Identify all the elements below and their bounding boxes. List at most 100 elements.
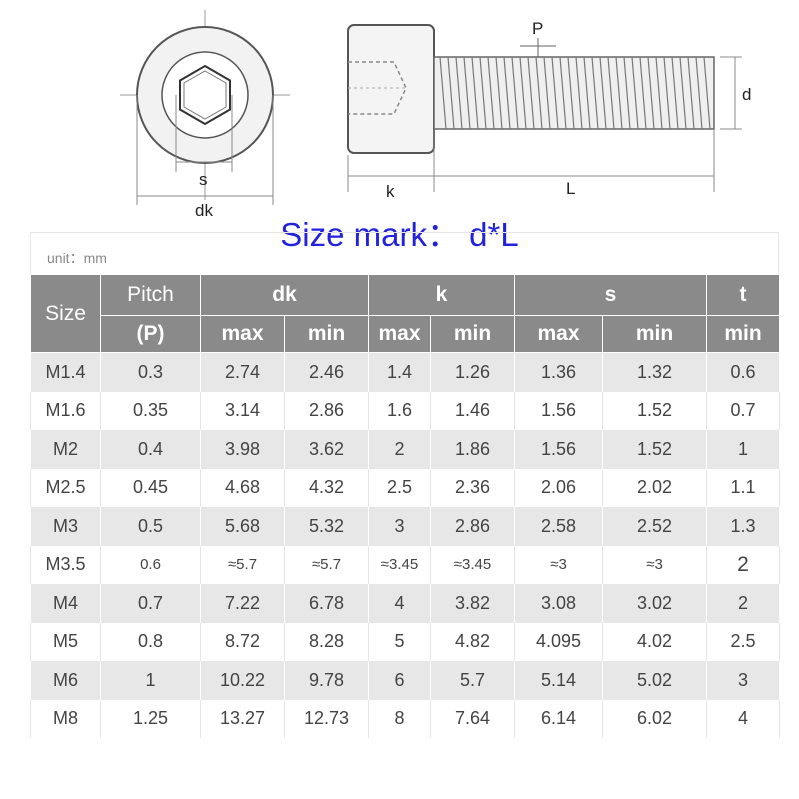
thread-line [687,56,695,130]
thread-line [535,56,543,130]
thread-line [583,56,591,130]
cell-pitch: 0.5 [100,507,201,546]
thread-line [575,56,583,130]
cell-t-min: 2 [706,584,781,623]
cell-size: M8 [30,699,101,738]
cell-k-max: 2 [368,430,432,469]
label-s: s [199,170,208,189]
thread-line [503,56,511,130]
cell-t-min: 2 [706,545,781,584]
cell-dk-max: ≈5.7 [200,545,285,584]
thread-line [447,56,455,130]
header-pitch: Pitch [100,274,201,316]
cell-dk-min: 9.78 [283,661,370,700]
cell-dk-max: 8.72 [200,622,285,661]
cell-size: M1.6 [30,391,101,430]
cell-t-min: 1.3 [706,507,781,546]
subheader-k-max: max [368,315,432,353]
cell-t-min: 2.5 [706,622,781,661]
header-k: k [368,274,516,316]
cell-dk-min: 8.28 [283,622,370,661]
cell-k-max: 3 [368,507,432,546]
thread-line [695,56,703,130]
cell-pitch: 0.45 [100,468,201,507]
cell-k-max: 5 [368,622,432,661]
subheader-dk-min: min [283,315,370,353]
cell-dk-max: 10.22 [200,661,285,700]
thread-line [655,56,663,130]
cell-k-max: 2.5 [368,468,432,507]
thread-line [615,56,623,130]
thread-line [455,56,463,130]
cell-pitch: 1.25 [100,699,201,738]
cell-k-max: 6 [368,661,432,700]
cell-s-max: 2.58 [514,507,604,546]
thread-line [519,56,527,130]
table-header-row: Size Pitch dk k s t [30,274,781,353]
cell-s-min: 4.02 [602,622,708,661]
cell-t-min: 3 [706,661,781,700]
cell-s-max: 2.06 [514,468,604,507]
cell-dk-max: 5.68 [200,507,285,546]
cell-dk-min: ≈5.7 [283,545,370,584]
cell-s-max: 1.56 [514,430,604,469]
cell-k-min: 7.64 [430,699,516,738]
cell-s-min: ≈3 [602,545,708,584]
thread-line [567,56,575,130]
cell-s-min: 1.52 [602,391,708,430]
table-row: M1.6 0.35 3.14 2.86 1.6 1.46 1.56 1.52 0.7 [30,391,781,430]
cell-k-min: 4.82 [430,622,516,661]
table-row: M6 1 10.22 9.78 6 5.7 5.14 5.02 3 [30,661,781,700]
subheader-t-min: min [706,315,781,353]
cell-pitch: 0.6 [100,545,201,584]
thread-line [463,56,471,130]
cell-pitch: 0.35 [100,391,201,430]
cell-dk-max: 3.14 [200,391,285,430]
cell-size: M5 [30,622,101,661]
cell-s-min: 5.02 [602,661,708,700]
cell-s-min: 2.52 [602,507,708,546]
cell-k-max: 4 [368,584,432,623]
cell-size: M4 [30,584,101,623]
side-view-drawing [347,24,742,192]
cell-dk-min: 12.73 [283,699,370,738]
cell-dk-max: 7.22 [200,584,285,623]
cell-k-min: 2.86 [430,507,516,546]
thread-line [663,56,671,130]
subheader-s-max: max [514,315,604,353]
cell-t-min: 4 [706,699,781,738]
subheader-k-min: min [430,315,516,353]
cell-pitch: 0.3 [100,352,201,392]
cell-s-max: 3.08 [514,584,604,623]
cell-pitch: 0.8 [100,622,201,661]
thread-line [479,56,487,130]
cell-k-min: 5.7 [430,661,516,700]
thread-line [495,56,503,130]
cell-t-min: 0.7 [706,391,781,430]
cell-s-max: 6.14 [514,699,604,738]
cell-s-min: 3.02 [602,584,708,623]
subheader-dk-max: max [200,315,285,353]
cell-s-min: 2.02 [602,468,708,507]
thread-line [471,56,479,130]
cell-k-min: 3.82 [430,584,516,623]
table-row: M3.5 0.6 ≈5.7 ≈5.7 ≈3.45 ≈3.45 ≈3 ≈3 2 [30,545,781,584]
thread-line [527,56,535,130]
header-size: Size [30,274,101,353]
cell-s-min: 6.02 [602,699,708,738]
cell-k-min: ≈3.45 [430,545,516,584]
cell-dk-min: 2.86 [283,391,370,430]
thread-line [543,56,551,130]
cell-s-max: ≈3 [514,545,604,584]
header-s: s [514,274,708,316]
table-row: M2 0.4 3.98 3.62 2 1.86 1.56 1.52 1 [30,430,781,469]
cell-dk-min: 5.32 [283,507,370,546]
cell-s-max: 1.56 [514,391,604,430]
thread-line [551,56,559,130]
thread-line [607,56,615,130]
table-row: M2.5 0.45 4.68 4.32 2.5 2.36 2.06 2.02 1.1 [30,468,781,507]
size-mark-heading: Size mark： d*L [280,216,519,253]
cell-size: M2 [30,430,101,469]
cell-size: M3 [30,507,101,546]
cell-dk-min: 6.78 [283,584,370,623]
